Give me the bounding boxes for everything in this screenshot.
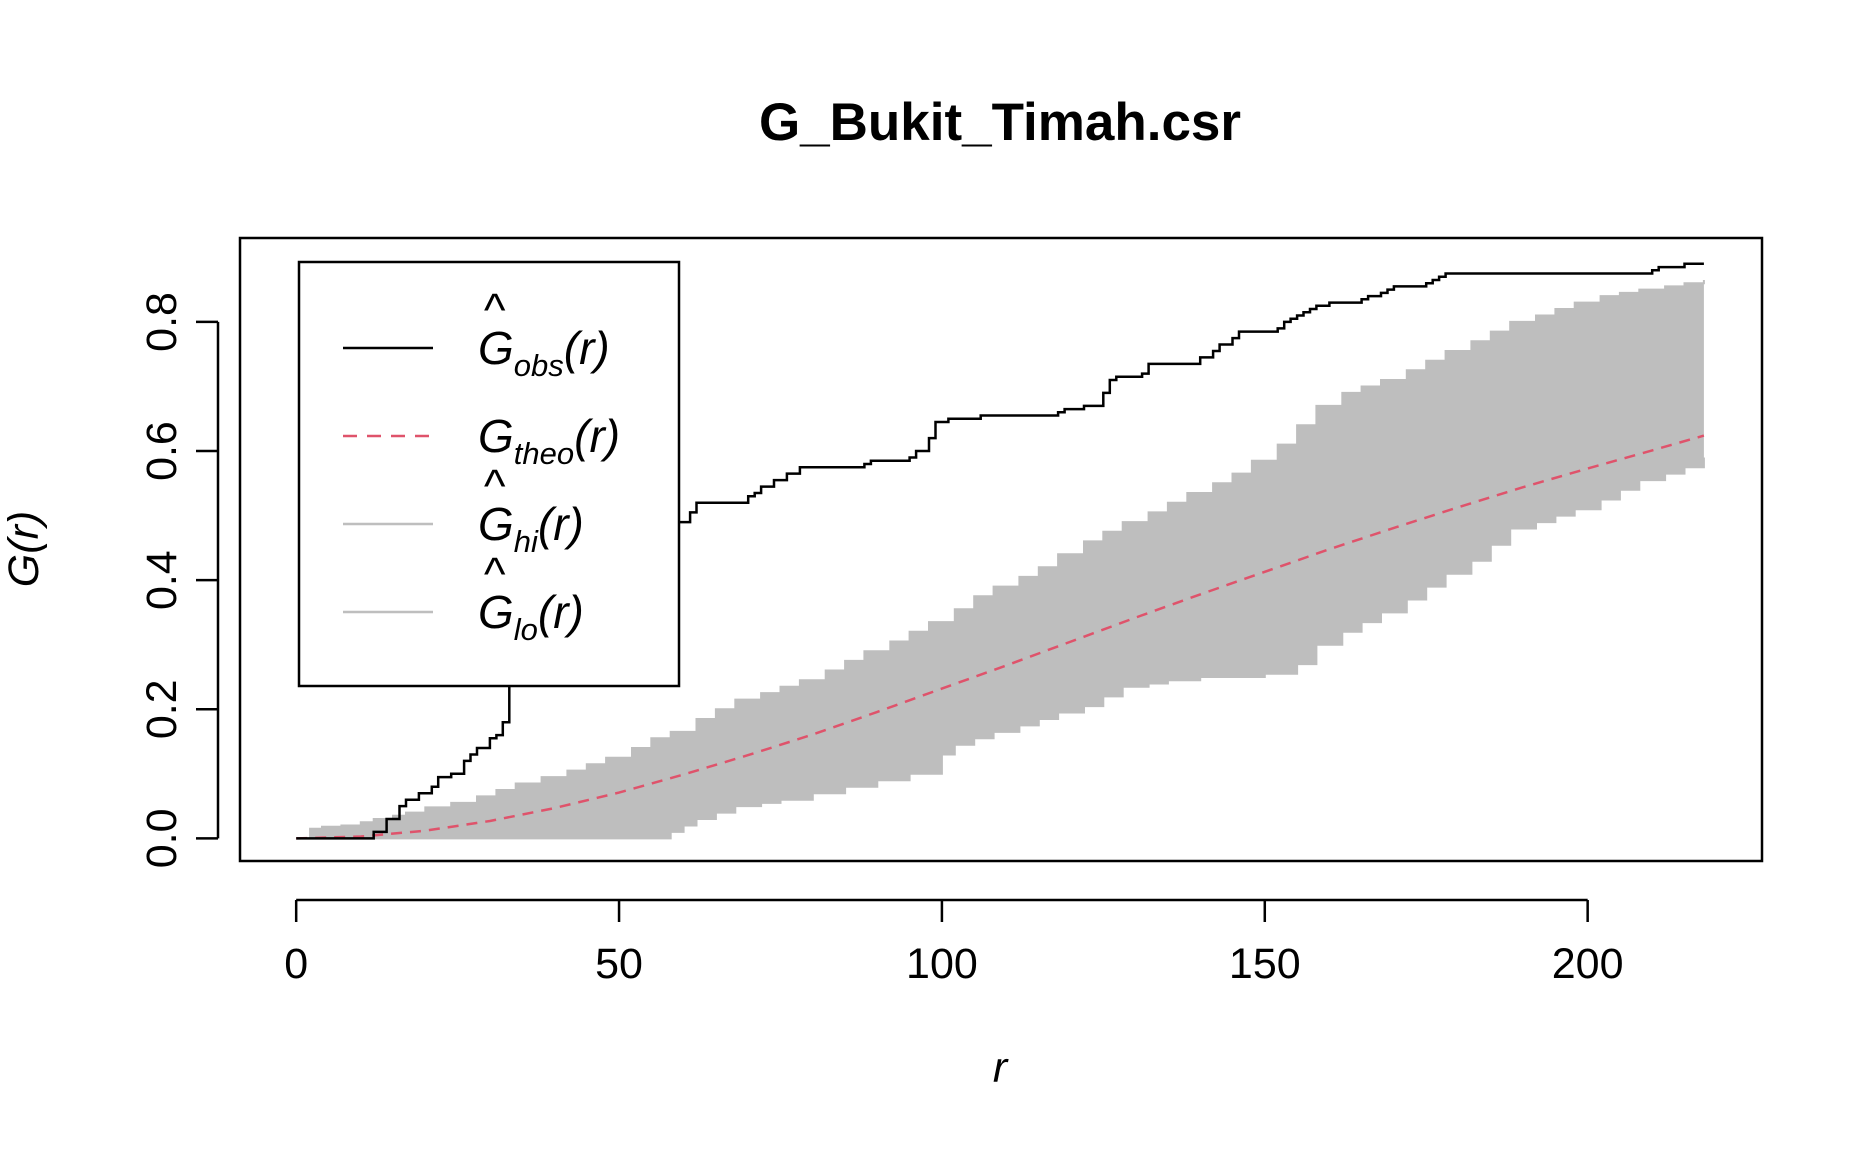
legend-box [297,260,681,688]
y-tick-label: 0.4 [138,550,186,610]
x-tick-label: 200 [1552,940,1624,988]
x-axis: 0 50 100 150 200 [284,898,1624,988]
plot-frame [238,236,1764,863]
legend-hat: ^ [483,548,506,600]
y-axis-label: G(r) [0,511,48,587]
x-tick-label: 0 [284,940,308,988]
y-tick-label: 0.8 [138,292,186,352]
series-lo-line [309,457,1705,840]
legend-hat: ^ [483,460,506,512]
y-tick-label: 0.2 [138,679,186,739]
y-tick-label: 0.6 [138,421,186,481]
legend-hat: ^ [483,284,506,336]
series-layer [296,262,1705,840]
envelope-layer [309,280,1705,840]
legend-item-hi: ^Ghi(r) [343,460,584,559]
x-tick-label: 150 [1229,940,1301,988]
chart-title: G_Bukit_Timah.csr [759,93,1241,152]
legend-label: Gobs(r) [478,322,610,383]
series-hi-line [309,280,1705,830]
series-theo-line [296,434,1705,840]
x-tick-label: 50 [595,940,643,988]
legend-label: Gtheo(r) [478,410,620,471]
envelope-band [309,280,1704,839]
legend-item-theo: Gtheo(r) [343,410,620,471]
y-axis: 0.0 0.2 0.4 0.6 0.8 [138,292,220,869]
legend-label: Ghi(r) [478,498,584,559]
legend-label: Glo(r) [478,586,584,647]
legend-item-lo: ^Glo(r) [343,548,584,647]
y-tick-label: 0.0 [138,809,186,869]
x-axis-label: r [993,1044,1009,1092]
x-tick-label: 100 [906,940,978,988]
legend-item-obs: ^Gobs(r) [343,284,610,383]
series-obs-line [296,262,1704,840]
legend: ^Gobs(r)Gtheo(r)^Ghi(r)^Glo(r) [297,260,681,688]
